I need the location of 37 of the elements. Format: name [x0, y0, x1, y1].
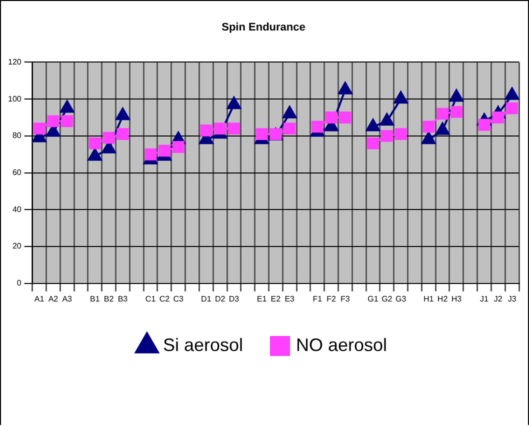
x-tick-label: J1 [480, 294, 490, 304]
y-tick-label: 80 [12, 131, 22, 140]
x-tick-label: F2 [326, 294, 337, 304]
x-tick-label: A1 [34, 294, 45, 304]
x-tick-label: D1 [201, 294, 212, 304]
x-tick-label: D2 [214, 294, 226, 304]
x-tick-label: G2 [382, 294, 393, 304]
x-tick-label: A2 [48, 294, 59, 304]
x-tick-label: H2 [437, 294, 448, 304]
x-tick-label: E1 [256, 294, 268, 304]
y-tick-label: 100 [8, 94, 22, 104]
legend-label: Si aerosol [162, 334, 244, 355]
x-tick-label: B3 [118, 294, 128, 304]
x-tick-label: G1 [368, 294, 379, 304]
y-tick-label: 120 [8, 57, 22, 66]
x-tick-label: A3 [62, 294, 73, 304]
y-tick-label: 20 [12, 242, 22, 251]
x-tick-label: H3 [451, 294, 462, 304]
y-tick-label: 60 [12, 168, 22, 178]
x-tick-label: C2 [159, 294, 170, 304]
x-tick-label: H1 [424, 294, 434, 304]
x-tick-label: F3 [340, 294, 350, 304]
x-tick-label: E2 [270, 294, 282, 304]
x-tick-label: J3 [508, 294, 517, 304]
x-tick-label: F1 [312, 294, 323, 304]
chart-title: Spin Endurance [222, 22, 306, 34]
x-tick-label: E3 [284, 294, 296, 304]
x-tick-label: D3 [228, 294, 240, 304]
x-tick-label: B2 [104, 294, 114, 304]
x-tick-label: J2 [494, 294, 503, 304]
x-tick-label: C3 [173, 294, 184, 304]
x-tick-label: B1 [90, 294, 100, 304]
x-tick-label: C1 [145, 294, 156, 304]
y-tick-label: 0 [16, 278, 22, 288]
y-tick-label: 40 [12, 204, 22, 214]
legend-label: NO aerosol [296, 334, 388, 355]
x-tick-label: G3 [395, 294, 407, 304]
